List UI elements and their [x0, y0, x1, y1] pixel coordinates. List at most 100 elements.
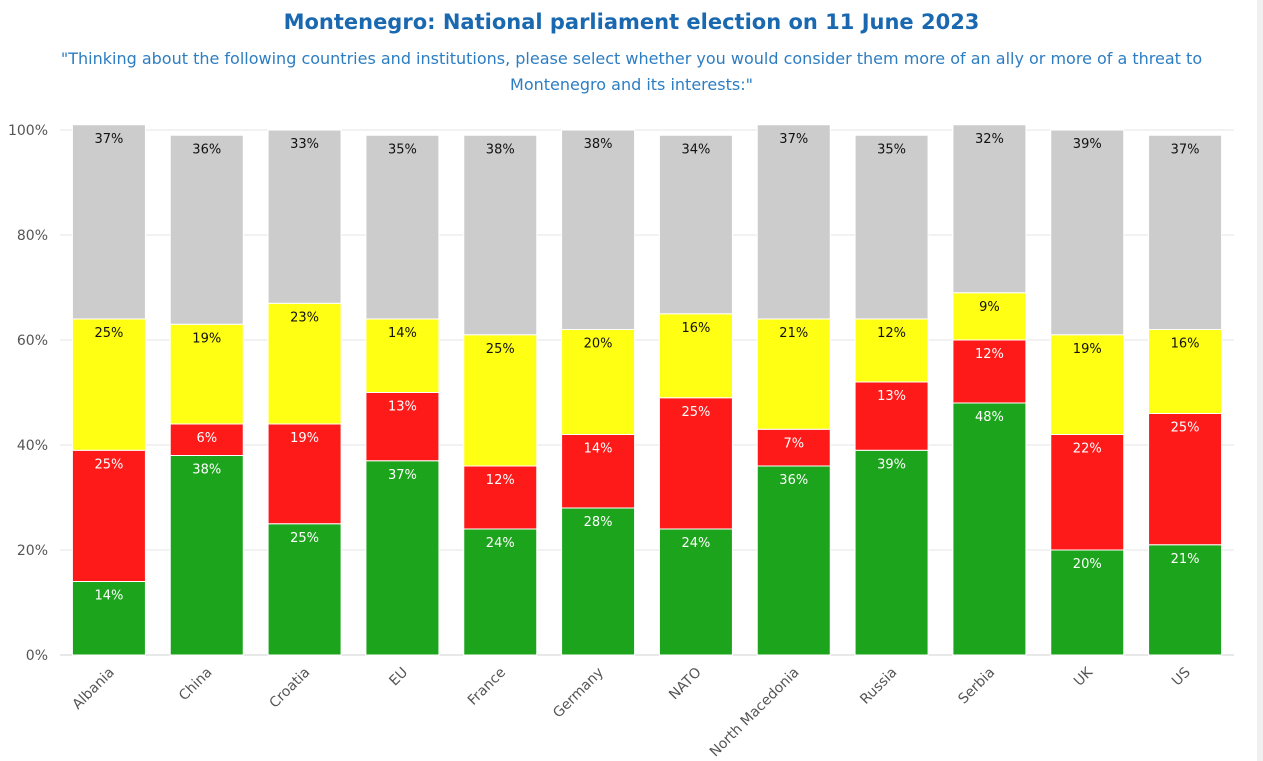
data-label: 12%: [877, 326, 906, 341]
data-label: 20%: [584, 337, 613, 352]
y-tick-label: 80%: [17, 228, 48, 244]
data-label: 33%: [290, 137, 319, 152]
bar-segment: [854, 381, 929, 451]
data-label: 24%: [486, 536, 515, 551]
data-label: 37%: [94, 132, 123, 147]
x-tick-label: UK: [1071, 664, 1097, 690]
y-tick-label: 100%: [8, 123, 48, 139]
data-label: 38%: [584, 137, 613, 152]
data-label: 28%: [584, 515, 613, 530]
bar-segment: [1050, 334, 1125, 435]
bar-segment: [658, 397, 733, 530]
bar-segment: [365, 392, 440, 462]
data-label: 19%: [192, 331, 221, 346]
data-label: 22%: [1073, 442, 1102, 457]
bar-segment: [561, 434, 636, 509]
bar-segment: [463, 134, 538, 336]
bar-segment: [463, 334, 538, 467]
data-label: 19%: [1073, 342, 1102, 357]
y-tick-label: 20%: [17, 543, 48, 559]
bar-segment: [561, 507, 636, 656]
bar-segment: [952, 402, 1027, 656]
data-label: 19%: [290, 431, 319, 446]
bar-segment: [365, 134, 440, 320]
bar-segment: [756, 465, 831, 656]
bar-segment: [463, 465, 538, 530]
data-label: 6%: [196, 431, 217, 446]
bar-segment: [1148, 329, 1223, 414]
bar-segment: [71, 318, 146, 451]
data-label: 38%: [486, 142, 515, 157]
bar-segment: [1050, 434, 1125, 551]
data-label: 38%: [192, 463, 221, 478]
chart-title: Montenegro: National parliament election…: [283, 10, 980, 34]
data-label: 16%: [681, 321, 710, 336]
data-label: 34%: [681, 142, 710, 157]
data-label: 14%: [584, 442, 613, 457]
x-tick-label: NATO: [666, 665, 705, 704]
bar-segment: [854, 134, 929, 320]
x-tick-label: Croatia: [267, 665, 314, 712]
x-tick-label: Serbia: [955, 665, 998, 708]
data-label: 9%: [979, 300, 1000, 315]
bar-segment: [267, 302, 342, 425]
bar-segment: [169, 455, 244, 656]
data-label: 32%: [975, 132, 1004, 147]
data-label: 37%: [779, 132, 808, 147]
data-label: 25%: [1171, 421, 1200, 436]
bar-segment: [952, 339, 1027, 404]
data-label: 13%: [877, 389, 906, 404]
bar-segment: [463, 528, 538, 656]
x-tick-label: US: [1169, 664, 1194, 689]
data-label: 48%: [975, 410, 1004, 425]
bar-segment: [854, 318, 929, 383]
data-label: 12%: [975, 347, 1004, 362]
data-label: 13%: [388, 400, 417, 415]
bar-segment: [658, 313, 733, 399]
x-tick-label: EU: [386, 665, 411, 690]
bar-segment: [1148, 544, 1223, 656]
data-label: 23%: [290, 310, 319, 325]
bar-segment: [169, 134, 244, 325]
data-label: 20%: [1073, 557, 1102, 572]
data-label: 14%: [388, 326, 417, 341]
data-label: 25%: [486, 342, 515, 357]
bar-segment: [854, 449, 929, 656]
x-tick-label: China: [176, 665, 216, 705]
data-label: 25%: [94, 457, 123, 472]
bar-segment: [71, 449, 146, 582]
data-label: 25%: [94, 326, 123, 341]
data-label: 35%: [877, 142, 906, 157]
data-label: 21%: [1171, 552, 1200, 567]
data-label: 37%: [388, 468, 417, 483]
bar-segment: [71, 581, 146, 656]
window-edge: [1257, 0, 1263, 761]
data-label: 7%: [783, 436, 804, 451]
bar-segment: [267, 129, 342, 304]
data-label: 24%: [681, 536, 710, 551]
data-label: 25%: [290, 531, 319, 546]
data-label: 12%: [486, 473, 515, 488]
data-label: 36%: [779, 473, 808, 488]
bar-segment: [561, 329, 636, 435]
bar-segment: [1050, 549, 1125, 656]
y-tick-label: 0%: [26, 648, 48, 664]
bar-segment: [365, 460, 440, 656]
data-label: 25%: [681, 405, 710, 420]
chart-subtitle: "Thinking about the following countries …: [60, 49, 1203, 94]
bar-segment: [952, 292, 1027, 341]
x-tick-label: Albania: [69, 665, 117, 713]
data-label: 37%: [1171, 142, 1200, 157]
x-tick-label: Russia: [857, 665, 900, 708]
x-tick-label: Germany: [550, 665, 607, 722]
bar-segment: [169, 323, 244, 425]
bar-segment: [756, 428, 831, 467]
bar-segment: [1148, 134, 1223, 330]
bar-segment: [658, 528, 733, 656]
bar-segment: [756, 124, 831, 320]
data-label: 39%: [877, 457, 906, 472]
data-label: 16%: [1171, 337, 1200, 352]
x-tick-label: North Macedonia: [707, 665, 803, 761]
x-tick-label: France: [465, 665, 509, 709]
